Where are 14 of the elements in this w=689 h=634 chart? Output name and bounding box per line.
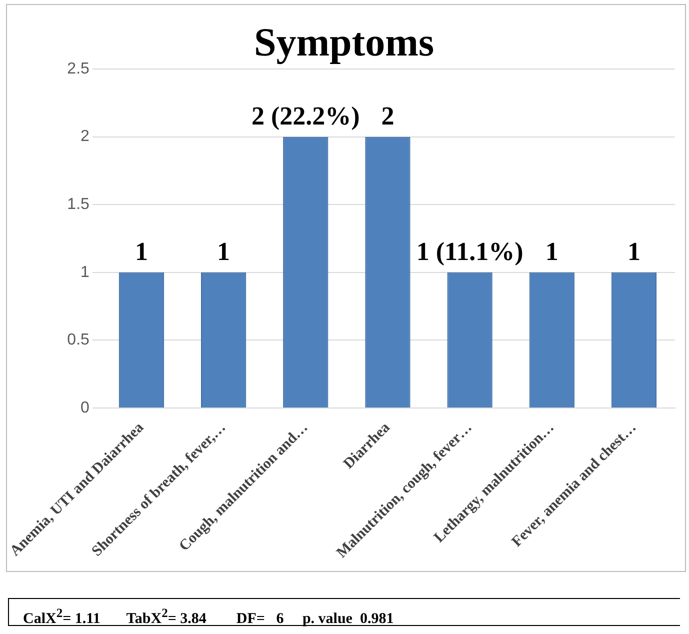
data-label: 1 bbox=[217, 237, 230, 266]
y-tick-label: 0 bbox=[80, 399, 90, 416]
data-label: 1 bbox=[627, 237, 640, 266]
data-label: 1 bbox=[134, 237, 148, 266]
y-tick-label: 2.5 bbox=[67, 60, 90, 78]
data-label: 2 bbox=[381, 102, 394, 131]
y-tick-label: 2 bbox=[80, 128, 90, 146]
y-tick-label: 1 bbox=[80, 264, 90, 281]
y-tick-label: 0.5 bbox=[67, 332, 90, 349]
y-tick-label: 1.5 bbox=[67, 196, 90, 214]
data-label: 1 (11.1%) bbox=[416, 237, 524, 266]
chart-title: Symptoms bbox=[254, 19, 434, 64]
data-label: 2 (22.2%) bbox=[251, 102, 360, 131]
data-label: 1 bbox=[545, 237, 558, 266]
